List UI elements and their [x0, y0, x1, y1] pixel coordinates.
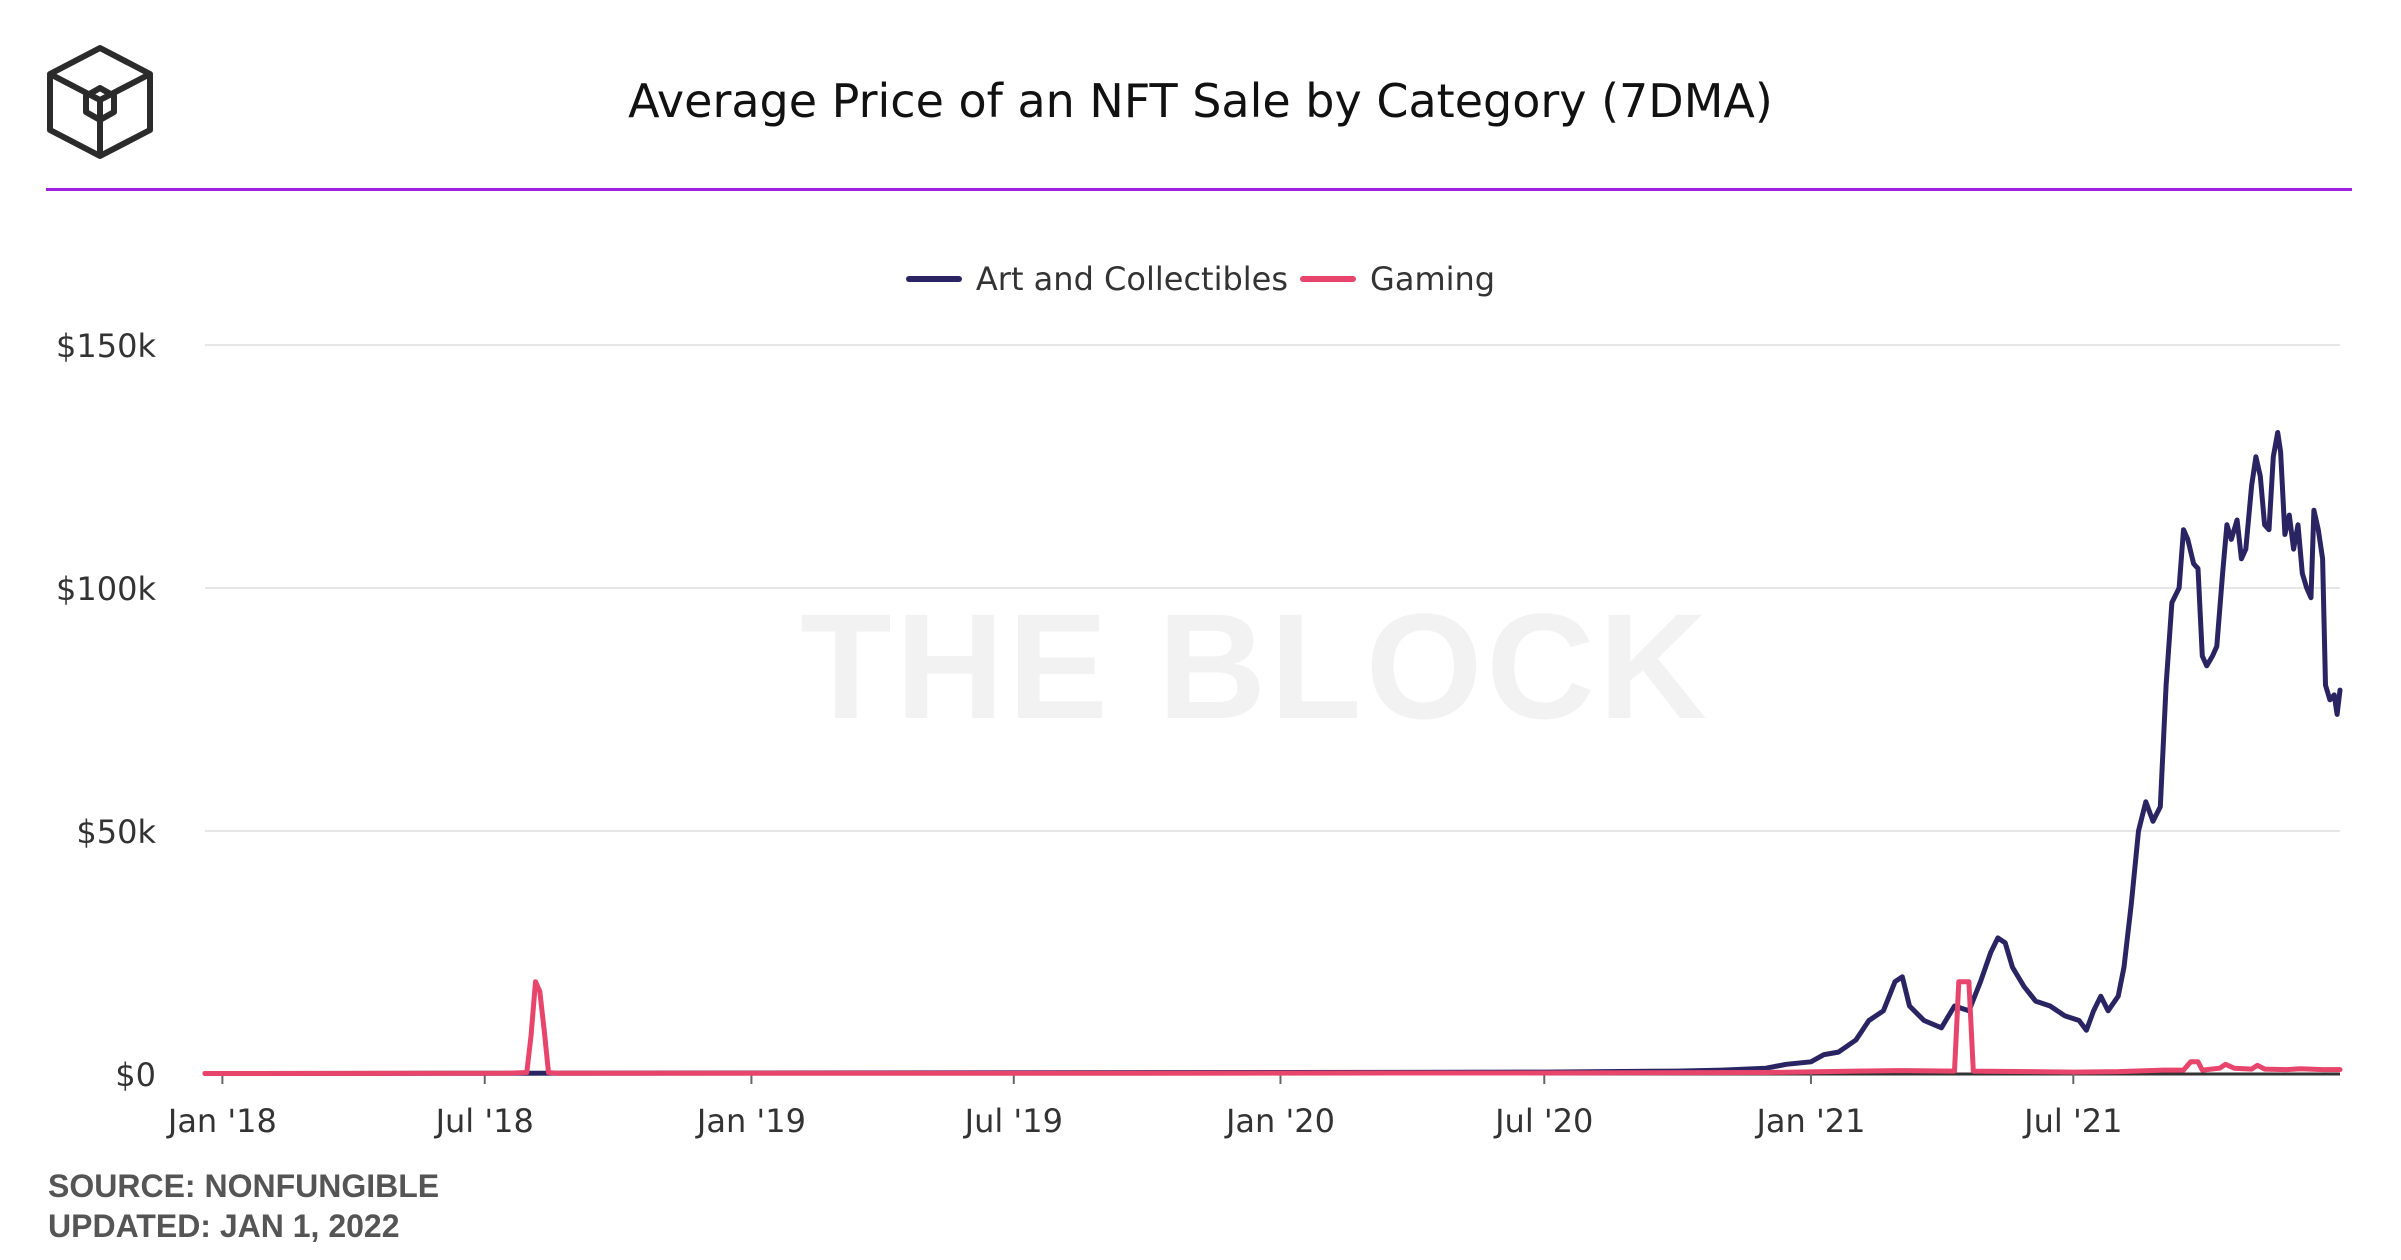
title-divider	[46, 188, 2352, 191]
x-tick-label: Jul '18	[434, 1102, 534, 1140]
legend-swatch-art	[905, 276, 962, 282]
legend-swatch-gaming	[1300, 276, 1357, 282]
legend-item-art[interactable]: Art and Collectibles	[905, 260, 1289, 298]
watermark: THE BLOCK	[800, 582, 1711, 750]
legend-label-gaming: Gaming	[1370, 260, 1496, 298]
x-tick-label: Jul '21	[2022, 1102, 2122, 1140]
legend: Art and Collectibles Gaming	[0, 260, 2401, 298]
x-tick-label: Jan '20	[1224, 1102, 1335, 1140]
y-tick-label: $150k	[56, 327, 156, 365]
x-tick-label: Jan '19	[695, 1102, 806, 1140]
the-block-logo-icon	[47, 45, 153, 159]
series-line-art-and-collectibles	[202, 430, 2343, 1076]
series-line-gaming	[202, 979, 2343, 1076]
y-tick-label: $50k	[76, 813, 156, 851]
x-tick-label: Jul '20	[1493, 1102, 1593, 1140]
y-tick-label: $100k	[56, 570, 156, 608]
x-tick-label: Jan '21	[1754, 1102, 1865, 1140]
legend-label-art: Art and Collectibles	[975, 260, 1289, 298]
legend-item-gaming[interactable]: Gaming	[1300, 260, 1495, 298]
x-tick-label: Jan '18	[166, 1102, 277, 1140]
source-note: SOURCE: NONFUNGIBLE	[48, 1168, 440, 1204]
y-tick-label: $0	[115, 1056, 156, 1094]
x-tick-label: Jul '19	[963, 1102, 1063, 1140]
updated-note: UPDATED: JAN 1, 2022	[48, 1208, 400, 1244]
chart-title: Average Price of an NFT Sale by Category…	[628, 74, 1773, 128]
